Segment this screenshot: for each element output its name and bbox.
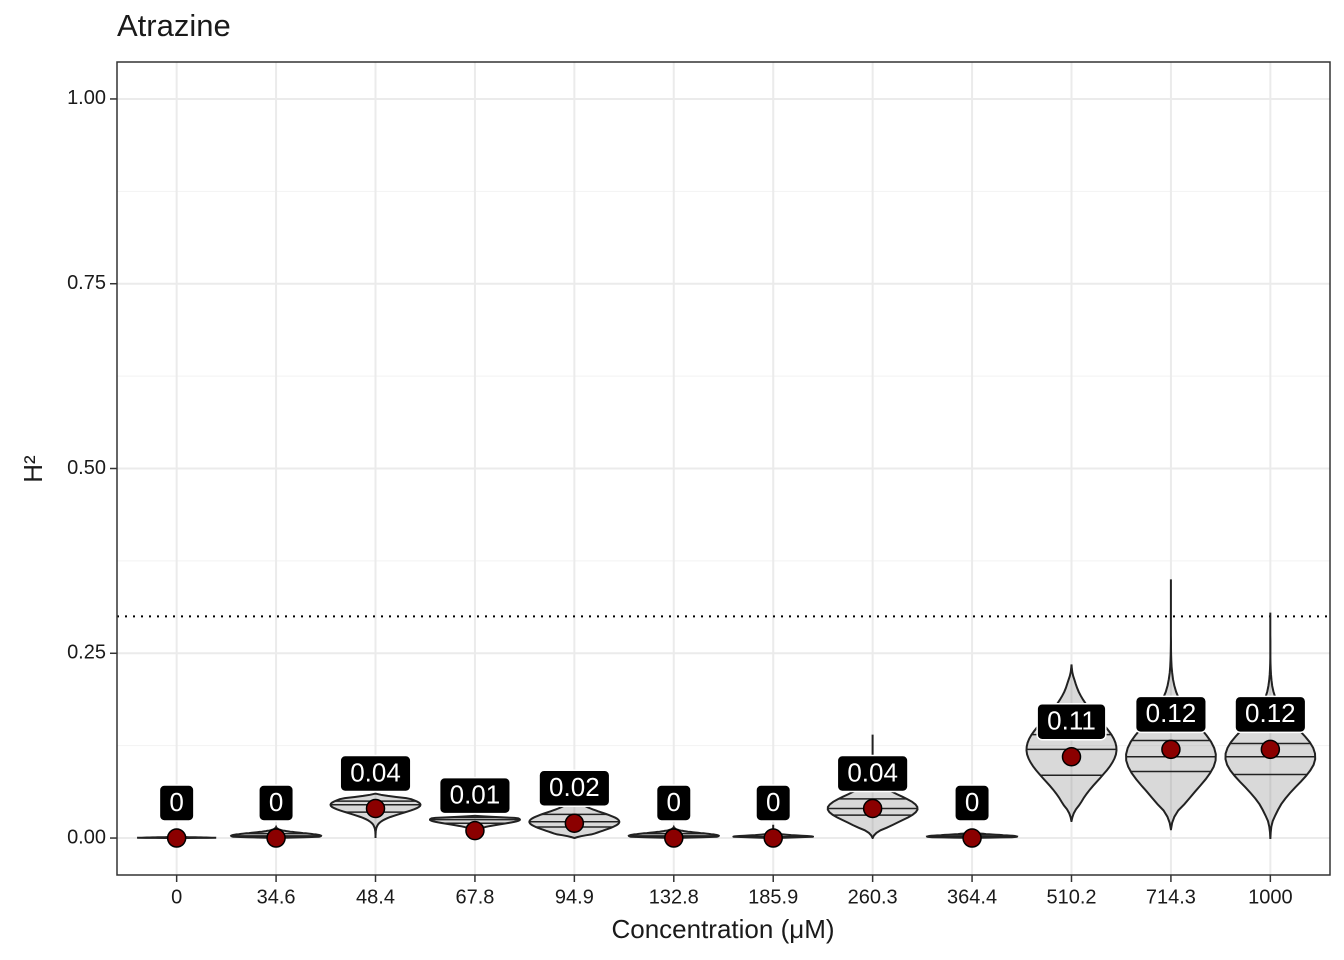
value-label-box [438, 776, 511, 815]
value-label: 0.12 [1134, 695, 1207, 734]
y-tick-label: 0.25 [67, 642, 106, 664]
x-tick-label: 94.9 [555, 886, 594, 908]
mean-point [962, 828, 982, 848]
chart-title: Atrazine [117, 8, 231, 43]
value-label: 0 [258, 784, 295, 822]
value-label-box [538, 769, 611, 808]
x-tick-label: 48.4 [356, 886, 395, 908]
value-label-box [258, 784, 295, 822]
x-tick-label: 0 [171, 886, 182, 908]
mean-point [166, 828, 187, 848]
mean-point [1161, 739, 1181, 760]
y-tick-label: 0.50 [67, 457, 106, 479]
value-label: 0.04 [836, 754, 909, 793]
value-label-text: 0.02 [549, 772, 600, 802]
mean-point [862, 798, 883, 819]
mean-point [465, 820, 485, 841]
x-tick-label: 260.3 [848, 886, 898, 908]
mean-point [664, 828, 684, 848]
x-tick-label: 714.3 [1146, 886, 1196, 908]
value-label-text: 0.01 [450, 780, 501, 810]
value-label-box [836, 754, 909, 793]
x-tick-label: 132.8 [649, 886, 699, 908]
value-label-box [755, 784, 792, 822]
y-tick-label: 1.00 [67, 87, 106, 109]
x-tick-label: 185.9 [748, 886, 798, 908]
mean-point [564, 813, 585, 834]
value-label: 0.01 [438, 776, 511, 815]
mean-point [1061, 746, 1082, 767]
mean-point [266, 828, 286, 848]
mean-point [763, 828, 783, 848]
value-label-box [1134, 695, 1207, 734]
value-label-text: 0 [667, 787, 681, 817]
value-label: 0 [655, 784, 692, 822]
value-label-text: 0 [269, 787, 283, 817]
value-label-text: 0.04 [847, 757, 898, 787]
value-label-text: 0.12 [1146, 698, 1197, 728]
value-label: 0.02 [538, 769, 611, 808]
value-label: 0 [158, 784, 195, 822]
value-label-box [954, 784, 991, 822]
value-label-box [1234, 695, 1307, 734]
value-label-text: 0.12 [1245, 698, 1296, 728]
value-label: 0 [954, 784, 991, 822]
panel-border [116, 61, 1331, 876]
value-label: 0.11 [1036, 702, 1107, 741]
value-label-text: 0 [766, 787, 780, 817]
x-tick-label: 34.6 [257, 886, 296, 908]
value-label-box [158, 784, 195, 822]
y-tick-label: 0.00 [67, 826, 106, 848]
y-axis-title: H² [18, 455, 48, 483]
value-label-text: 0 [169, 787, 183, 817]
value-label-text: 0.04 [350, 757, 401, 787]
violin [1025, 664, 1118, 822]
value-label-box [655, 784, 692, 822]
value-label-box [339, 754, 412, 793]
value-label-box [1036, 702, 1107, 741]
mean-point [1260, 739, 1281, 760]
value-label: 0 [755, 784, 792, 822]
value-label: 0.04 [339, 754, 412, 793]
value-label-text: 0 [965, 787, 979, 817]
x-axis-title: Concentration (μM) [611, 914, 834, 944]
value-label: 0.12 [1234, 695, 1307, 734]
y-tick-label: 0.75 [67, 272, 106, 294]
x-tick-label: 67.8 [455, 886, 494, 908]
x-tick-label: 510.2 [1046, 886, 1096, 908]
mean-point [365, 798, 386, 819]
x-tick-label: 1000 [1248, 886, 1293, 908]
x-tick-label: 364.4 [947, 886, 997, 908]
value-label-text: 0.11 [1047, 706, 1096, 736]
